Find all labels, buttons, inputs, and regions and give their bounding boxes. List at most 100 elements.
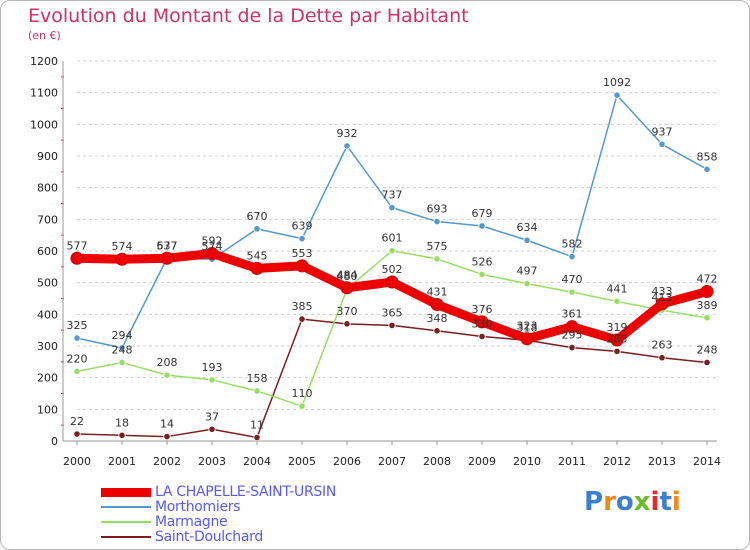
data-point	[388, 247, 396, 255]
x-tick-label: 2000	[63, 455, 91, 468]
data-label: 441	[607, 282, 628, 295]
data-label: 323	[517, 320, 538, 333]
data-label: 601	[382, 232, 403, 245]
data-point	[208, 425, 216, 433]
y-tick-label: 100	[37, 403, 58, 416]
data-label: 679	[472, 207, 493, 220]
x-tick-label: 2009	[468, 455, 496, 468]
data-point	[703, 358, 711, 367]
data-label: 577	[67, 239, 88, 252]
data-label: 553	[292, 247, 313, 260]
data-point	[115, 252, 129, 266]
data-label: 670	[247, 210, 268, 223]
data-point	[253, 225, 261, 233]
y-tick-label: 700	[37, 213, 58, 226]
data-label: 480	[337, 270, 358, 283]
data-point	[208, 376, 216, 384]
data-point	[340, 281, 354, 295]
y-tick-label: 200	[37, 372, 58, 385]
data-label: 385	[292, 300, 313, 313]
data-label: 637	[157, 239, 178, 252]
data-label: 472	[697, 273, 718, 286]
data-point	[253, 433, 261, 442]
data-point	[73, 367, 81, 375]
data-label: 330	[472, 318, 493, 331]
unit-label: (en €)	[28, 29, 61, 42]
data-label: 574	[112, 240, 133, 253]
data-point	[703, 165, 711, 173]
x-tick-label: 2003	[198, 455, 226, 468]
x-tick-label: 2008	[423, 455, 451, 468]
data-point	[295, 259, 309, 273]
data-label: 389	[697, 299, 718, 312]
data-point	[655, 297, 669, 311]
data-point	[613, 347, 621, 355]
y-tick-label: 1200	[30, 55, 58, 68]
data-point	[70, 251, 84, 265]
data-label: 263	[652, 339, 673, 352]
x-tick-label: 2007	[378, 455, 406, 468]
x-tick-label: 2010	[513, 455, 541, 468]
legend-swatch	[101, 506, 151, 508]
data-label: 294	[112, 329, 133, 342]
data-point	[250, 261, 264, 275]
data-point	[388, 321, 396, 330]
data-point	[520, 332, 534, 346]
data-label: 693	[427, 203, 448, 216]
data-label: 37	[205, 410, 219, 423]
x-tick-label: 2014	[693, 455, 721, 468]
x-tick-label: 2005	[288, 455, 316, 468]
data-point	[73, 334, 81, 342]
x-tick-label: 2004	[243, 455, 271, 468]
data-point	[118, 344, 126, 352]
data-label: 592	[202, 235, 223, 248]
data-point	[565, 320, 579, 334]
data-label: 220	[67, 352, 88, 365]
data-label: 248	[697, 343, 718, 356]
legend-label: Morthomiers	[155, 499, 241, 515]
data-label: 18	[115, 416, 129, 429]
data-point	[433, 327, 441, 335]
y-tick-label: 400	[37, 308, 58, 321]
data-label: 413	[652, 291, 673, 304]
data-point	[253, 387, 261, 395]
data-label: 634	[517, 221, 538, 234]
data-point	[478, 332, 486, 341]
data-label: 470	[562, 273, 583, 286]
data-label: 577	[157, 239, 178, 252]
data-point	[430, 298, 444, 312]
y-tick-label: 800	[37, 182, 58, 195]
data-point	[523, 280, 531, 288]
data-label: 248	[112, 343, 133, 356]
legend-label: Marmagne	[155, 514, 228, 530]
data-label: 582	[562, 238, 583, 251]
data-point	[118, 358, 126, 367]
data-point	[118, 431, 126, 439]
data-label: 575	[427, 240, 448, 253]
data-point	[568, 288, 576, 296]
proxiti-logo: Proxiti	[584, 487, 681, 517]
y-tick-label: 900	[37, 150, 58, 163]
data-label: 737	[382, 189, 403, 202]
data-label: 295	[562, 329, 583, 342]
data-label: 526	[472, 255, 493, 268]
x-tick-label: 2011	[558, 455, 586, 468]
data-label: 1092	[603, 76, 631, 89]
data-point	[205, 247, 219, 261]
chart-title: Evolution du Montant de la Dette par Hab…	[28, 5, 469, 27]
data-point	[385, 275, 399, 289]
data-label: 110	[292, 387, 313, 400]
data-point	[658, 354, 666, 362]
data-label: 22	[70, 415, 84, 428]
legend-swatch	[101, 521, 151, 523]
data-label: 545	[247, 249, 268, 262]
data-point	[73, 430, 81, 438]
legend-label: LA CHAPELLE-SAINT-URSIN	[155, 484, 337, 500]
data-point	[388, 204, 396, 212]
data-point	[160, 251, 174, 265]
data-label: 502	[382, 263, 403, 276]
data-label: 318	[517, 321, 538, 334]
data-label: 11	[250, 419, 264, 432]
x-tick-label: 2001	[108, 455, 136, 468]
data-label: 431	[427, 286, 448, 299]
